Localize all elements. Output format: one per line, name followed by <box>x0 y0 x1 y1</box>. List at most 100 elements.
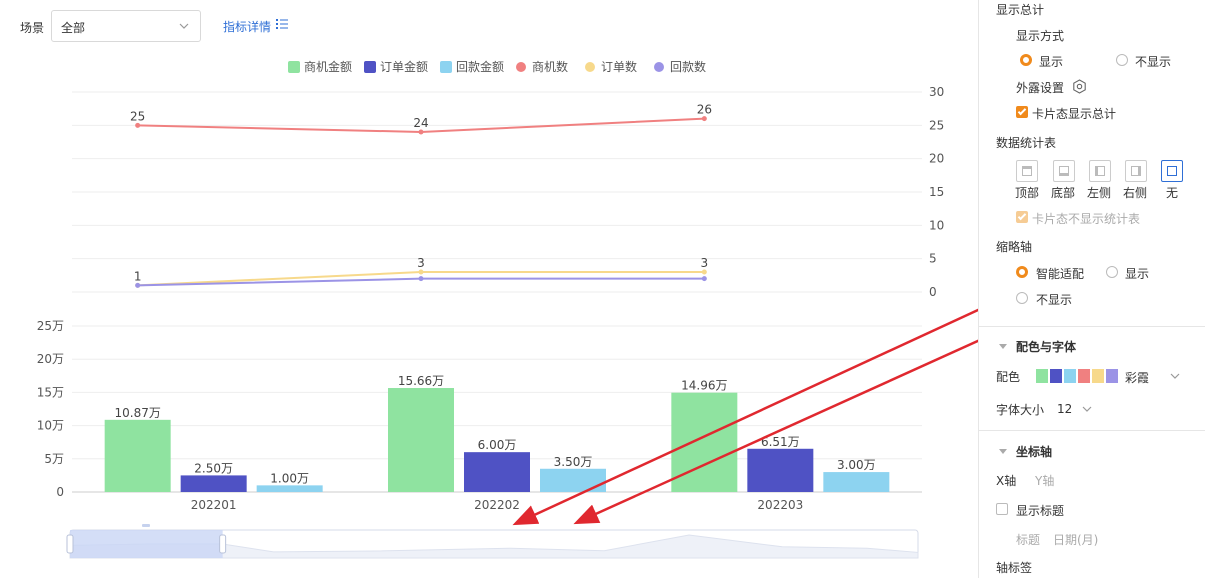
card-total-checkbox[interactable] <box>1016 106 1028 118</box>
bar-data-label: 3.50万 <box>554 455 593 469</box>
legend-swatch <box>516 62 526 72</box>
thumb-show-radio[interactable] <box>1106 266 1118 278</box>
card-no-stats-checkbox[interactable] <box>1016 211 1028 223</box>
legend-label: 回款金额 <box>456 59 504 74</box>
axis-title-label: 标题 <box>1016 533 1041 547</box>
bar <box>747 448 814 492</box>
smart-fit-radio[interactable] <box>1016 266 1028 278</box>
palette-swatches[interactable] <box>1036 369 1122 383</box>
line-point <box>418 276 424 282</box>
position-left-label: 左侧 <box>1087 186 1112 200</box>
line-point <box>418 129 424 135</box>
palette-swatch <box>1106 369 1118 383</box>
line-data-label: 25 <box>130 109 145 123</box>
legend-swatch <box>364 61 376 73</box>
datazoom-slider[interactable] <box>66 524 919 559</box>
position-bottom-button[interactable] <box>1053 160 1075 182</box>
scene-select-value: 全部 <box>61 21 86 35</box>
position-top-label: 顶部 <box>1015 186 1040 200</box>
hide-radio[interactable] <box>1116 54 1128 66</box>
settings-hex-icon[interactable] <box>1072 79 1087 94</box>
palette-swatch <box>1078 369 1090 383</box>
position-top-button[interactable] <box>1016 160 1038 182</box>
legend-swatch <box>585 62 595 72</box>
axis-title-value[interactable]: 日期(月) <box>1053 533 1099 547</box>
legend-item[interactable]: 商机数 <box>516 59 568 74</box>
thumb-show-label[interactable]: 显示 <box>1125 267 1150 281</box>
line-data-label: 3 <box>701 256 709 270</box>
annotation-arrow <box>512 308 978 526</box>
thumb-axis-heading: 缩略轴 <box>996 240 1033 254</box>
chevron-down-icon[interactable] <box>1169 370 1181 382</box>
y-axis-tab[interactable]: Y轴 <box>1035 474 1055 488</box>
chevron-down-icon <box>179 23 189 29</box>
show-title-checkbox[interactable] <box>996 503 1008 515</box>
section-divider <box>979 430 1205 431</box>
position-left-button[interactable] <box>1089 160 1111 182</box>
position-bottom-label: 底部 <box>1051 186 1076 200</box>
bar-data-label: 1.00万 <box>270 471 309 485</box>
legend-item[interactable]: 订单金额 <box>364 59 428 74</box>
axis-section-heading[interactable]: 坐标轴 <box>1016 445 1053 459</box>
settings-panel: 显示总计 显示方式 显示 不显示 外露设置 卡片态显示总计 数据统计表 顶部 底… <box>978 0 1205 578</box>
legend-item[interactable]: 订单数 <box>585 59 637 74</box>
thumb-hide-radio[interactable] <box>1016 292 1028 304</box>
line-point <box>418 269 424 275</box>
bar-axis-tick: 10万 <box>37 419 64 433</box>
bar <box>671 392 738 492</box>
line-data-label: 1 <box>134 269 142 283</box>
datazoom-window <box>70 530 223 558</box>
bar <box>388 388 454 492</box>
smart-fit-label[interactable]: 智能适配 <box>1036 267 1085 281</box>
bar <box>180 475 247 492</box>
legend-swatch <box>654 62 664 72</box>
datazoom-top-handle <box>142 524 150 527</box>
indicator-detail-link[interactable]: 指标详情 <box>223 20 272 34</box>
palette-name[interactable]: 彩霞 <box>1125 371 1150 385</box>
line-axis-tick: 25 <box>929 118 944 132</box>
x-axis-tick: 202203 <box>757 498 803 512</box>
scene-select[interactable]: 全部 <box>51 10 201 42</box>
position-none-button[interactable] <box>1161 160 1183 182</box>
line-axis-tick: 5 <box>929 252 937 266</box>
color-font-heading[interactable]: 配色与字体 <box>1016 340 1077 354</box>
legend-item[interactable]: 回款数 <box>654 59 706 74</box>
font-size-value[interactable]: 12 <box>1057 402 1073 416</box>
scene-label: 场景 <box>20 21 45 35</box>
line-axis-tick: 15 <box>929 185 944 199</box>
show-radio[interactable] <box>1020 54 1032 66</box>
line-data-label: 26 <box>697 103 712 117</box>
chart-legend[interactable]: 商机金额 订单金额 回款金额 商机数 订单数 回款数 <box>288 59 706 74</box>
legend-item[interactable]: 商机金额 <box>288 59 352 74</box>
card-no-stats-label: 卡片态不显示统计表 <box>1032 212 1141 226</box>
font-size-label: 字体大小 <box>996 403 1045 417</box>
line-point <box>701 116 707 122</box>
bar-data-label: 3.00万 <box>837 458 876 472</box>
line-data-label: 3 <box>417 256 425 270</box>
scene-bar: 场景 全部 指标详情 <box>0 0 978 50</box>
datazoom-handle <box>66 534 74 554</box>
bar-data-label: 15.66万 <box>398 374 444 388</box>
collapse-triangle-icon[interactable] <box>999 449 1007 454</box>
bar-grid: 0 5万 10万 15万 20万 25万 202201 202202 202203 <box>37 319 922 512</box>
bar <box>464 452 530 492</box>
legend-item[interactable]: 回款金额 <box>440 59 504 74</box>
line-data-label: 24 <box>413 116 428 130</box>
line-axis-tick: 0 <box>929 285 937 299</box>
bar <box>104 419 171 492</box>
hide-radio-label[interactable]: 不显示 <box>1135 55 1172 69</box>
chevron-down-icon[interactable] <box>1081 403 1093 415</box>
list-icon[interactable] <box>276 18 288 30</box>
legend-label: 订单金额 <box>380 59 428 74</box>
collapse-triangle-icon[interactable] <box>999 344 1007 349</box>
line-point <box>701 269 707 275</box>
legend-label: 订单数 <box>601 59 637 74</box>
show-radio-label[interactable]: 显示 <box>1039 55 1064 69</box>
axis-label-heading: 轴标签 <box>996 561 1033 575</box>
position-right-button[interactable] <box>1125 160 1147 182</box>
legend-swatch <box>440 61 452 73</box>
x-axis-tab[interactable]: X轴 <box>996 474 1017 488</box>
thumb-hide-label[interactable]: 不显示 <box>1036 293 1073 307</box>
